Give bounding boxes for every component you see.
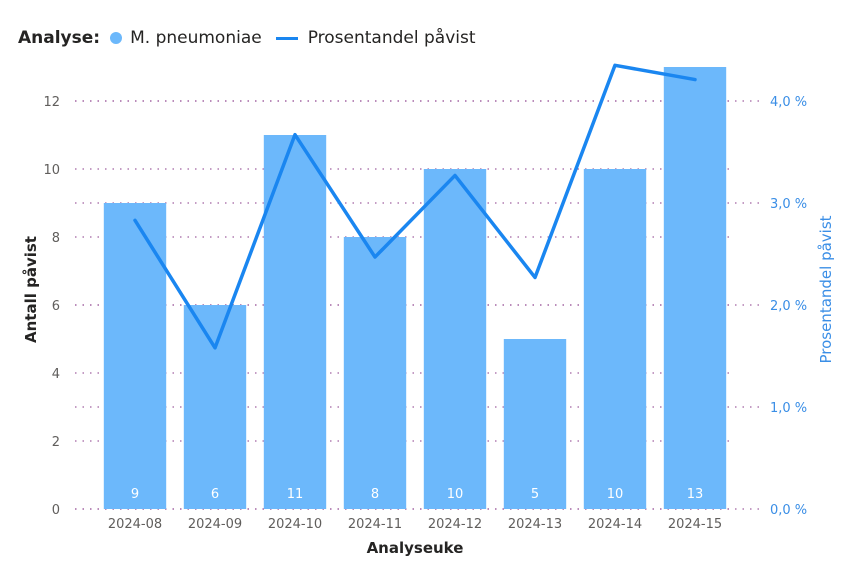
x-tick-label: 2024-13 — [508, 517, 562, 532]
bar-data-label: 6 — [211, 487, 219, 502]
legend-title: Analyse: — [18, 28, 101, 48]
x-tick-label: 2024-15 — [668, 517, 722, 532]
x-axis-title: Analyseuke — [367, 539, 464, 557]
bar-data-label: 11 — [287, 487, 304, 502]
x-tick-label: 2024-12 — [428, 517, 482, 532]
bar — [663, 67, 727, 509]
legend-bar-label: M. pneumoniae — [130, 28, 262, 48]
y2-tick-label: 0,0 % — [770, 503, 807, 518]
bar-data-label: 10 — [607, 487, 624, 502]
legend-line-label: Prosentandel påvist — [307, 28, 476, 48]
y2-axis-title: Prosentandel påvist — [817, 215, 835, 363]
legend-line-marker — [275, 36, 298, 40]
legend-bar-marker — [110, 32, 123, 44]
y-tick-label: 10 — [43, 163, 60, 178]
line-series — [133, 63, 697, 350]
bar — [183, 305, 247, 509]
y-tick-label: 8 — [52, 231, 60, 246]
x-tick-label: 2024-11 — [348, 517, 402, 532]
bar — [103, 203, 167, 509]
y-tick-label: 12 — [43, 95, 60, 110]
bar — [263, 135, 327, 509]
bar — [343, 237, 407, 509]
bar-data-label: 13 — [687, 487, 704, 502]
x-tick-label: 2024-10 — [268, 517, 322, 532]
bar-data-label: 5 — [531, 487, 539, 502]
x-tick-label: 2024-08 — [108, 517, 162, 532]
x-tick-label: 2024-14 — [588, 517, 642, 532]
y-axis-title: Antall påvist — [22, 236, 40, 343]
x-tick-label: 2024-09 — [188, 517, 242, 532]
y2-tick-label: 3,0 % — [770, 197, 807, 212]
bar — [503, 339, 567, 509]
chart-legend: Analyse: M. pneumoniae Prosentandel påvi… — [18, 24, 476, 52]
y-tick-label: 4 — [52, 367, 60, 382]
bar-data-label: 10 — [447, 487, 464, 502]
bar — [423, 169, 487, 509]
y-tick-label: 2 — [52, 435, 60, 450]
y-tick-label: 0 — [52, 503, 60, 518]
y-tick-label: 6 — [52, 299, 60, 314]
y2-tick-label: 2,0 % — [770, 299, 807, 314]
bar-data-label: 9 — [131, 487, 139, 502]
y2-tick-label: 1,0 % — [770, 401, 807, 416]
bar-data-label: 8 — [371, 487, 379, 502]
bar — [583, 169, 647, 509]
y2-tick-label: 4,0 % — [770, 95, 807, 110]
